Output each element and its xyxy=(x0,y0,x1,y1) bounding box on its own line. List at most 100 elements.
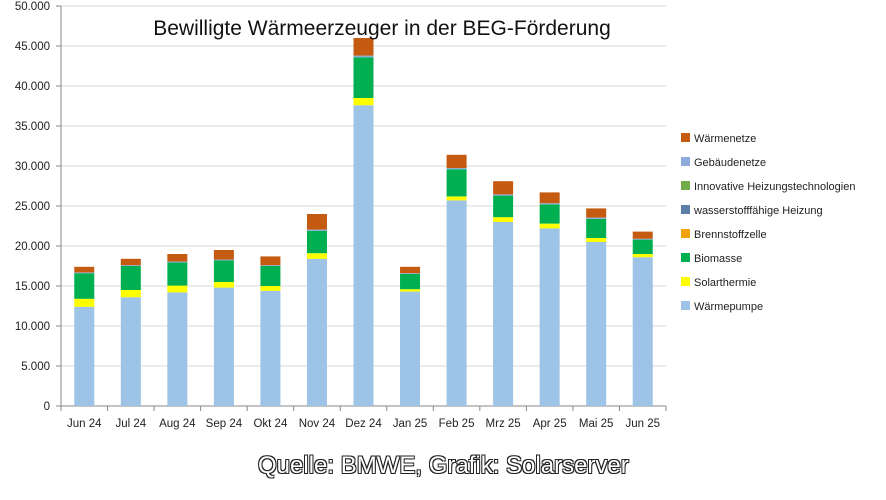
bar-segment-wärmenetze xyxy=(353,38,374,56)
bar-segment-gebäudenetze xyxy=(586,217,607,219)
bar-segment-biomasse xyxy=(167,262,188,286)
bar-segment-wärmenetze xyxy=(539,192,560,204)
bar-segment-wärmenetze xyxy=(306,214,327,230)
y-tick-label: 30.000 xyxy=(15,161,50,173)
legend-swatch xyxy=(681,301,690,310)
bar-segment-biomasse xyxy=(260,266,281,286)
legend-swatch xyxy=(681,205,690,214)
legend-swatch xyxy=(681,277,690,286)
bar-segment-solarthermie xyxy=(213,282,234,288)
bar-segment-wärmenetze xyxy=(586,208,607,218)
bar-segment-biomasse xyxy=(632,239,653,254)
bar-segment-wärmenetze xyxy=(446,154,467,168)
bar-segment-solarthermie xyxy=(446,196,467,201)
bar-segment-biomasse xyxy=(353,57,374,98)
x-tick-label: Jul 24 xyxy=(115,418,146,430)
bar-segment-wärmepumpe xyxy=(400,291,421,406)
bar-segment-wärmenetze xyxy=(167,254,188,262)
x-tick-label: Sep 24 xyxy=(206,418,243,430)
y-tick-label: 40.000 xyxy=(15,81,50,93)
y-tick-label: 50.000 xyxy=(15,1,50,13)
legend-label: Biomasse xyxy=(694,253,742,265)
legend-label: Gebäudenetze xyxy=(694,157,766,169)
legend-label: Innovative Heizungstechnologien xyxy=(694,181,855,193)
x-tick-label: Okt 24 xyxy=(253,418,287,430)
x-tick-label: Feb 25 xyxy=(439,418,475,430)
bar-segment-solarthermie xyxy=(260,286,281,291)
bar-segment-gebäudenetze xyxy=(167,261,188,263)
bar-segment-wärmepumpe xyxy=(306,258,327,406)
y-tick-label: 10.000 xyxy=(15,321,50,333)
bar-segment-solarthermie xyxy=(306,253,327,259)
bar-segment-gebäudenetze xyxy=(213,259,234,261)
bar-segment-solarthermie xyxy=(74,298,95,307)
bar-segment-solarthermie xyxy=(167,285,188,293)
legend-label: Wärmenetze xyxy=(694,133,756,145)
x-tick-label: Mai 25 xyxy=(579,418,614,430)
bar-segment-wärmepumpe xyxy=(74,306,95,406)
bar-segment-solarthermie xyxy=(586,238,607,242)
y-tick-label: 20.000 xyxy=(15,241,50,253)
bar-segment-wärmepumpe xyxy=(167,292,188,406)
bar-segment-wärmepumpe xyxy=(586,242,607,406)
bar-segment-gebäudenetze xyxy=(74,272,95,274)
bar-segment-biomasse xyxy=(306,230,327,254)
bar-segment-wärmepumpe xyxy=(260,290,281,406)
x-tick-label: Apr 25 xyxy=(533,418,567,430)
bar-segment-wärmepumpe xyxy=(213,287,234,406)
x-tick-label: Mrz 25 xyxy=(486,418,521,430)
bar-segment-wärmepumpe xyxy=(632,257,653,406)
bar-segment-solarthermie xyxy=(120,290,141,298)
bar-segment-wärmenetze xyxy=(493,181,514,195)
bar-segment-wärmenetze xyxy=(74,266,95,273)
bar-segment-biomasse xyxy=(586,218,607,238)
y-tick-label: 15.000 xyxy=(15,281,50,293)
bar-segment-gebäudenetze xyxy=(400,273,421,274)
x-tick-label: Jan 25 xyxy=(393,418,428,430)
bar-segment-wärmepumpe xyxy=(493,222,514,406)
legend-label: Solarthermie xyxy=(694,277,756,289)
bar-segment-biomasse xyxy=(74,273,95,299)
y-tick-label: 0 xyxy=(44,401,50,413)
bar-segment-wärmenetze xyxy=(120,258,141,266)
x-tick-label: Aug 24 xyxy=(159,418,196,430)
legend-label: wasserstofffähige Heizung xyxy=(693,205,823,217)
bar-segment-wärmepumpe xyxy=(446,200,467,406)
x-tick-label: Jun 25 xyxy=(625,418,660,430)
bar-segment-biomasse xyxy=(539,204,560,224)
bar-segment-wärmenetze xyxy=(213,250,234,260)
legend-label: Brennstoffzelle xyxy=(694,229,767,241)
bar-segment-gebäudenetze xyxy=(260,265,281,266)
y-tick-label: 5.000 xyxy=(21,361,50,373)
bar-segment-wärmepumpe xyxy=(539,228,560,406)
bar-segment-gebäudenetze xyxy=(120,265,141,266)
bar-segment-wärmepumpe xyxy=(353,105,374,406)
x-tick-label: Nov 24 xyxy=(299,418,336,430)
bar-segment-gebäudenetze xyxy=(632,238,653,240)
bar-segment-gebäudenetze xyxy=(493,194,514,196)
bar-segment-biomasse xyxy=(120,266,141,290)
legend-swatch xyxy=(681,157,690,166)
legend-swatch xyxy=(681,181,690,190)
bar-segment-gebäudenetze xyxy=(353,55,374,58)
x-tick-label: Jun 24 xyxy=(67,418,102,430)
y-tick-label: 35.000 xyxy=(15,121,50,133)
y-tick-label: 25.000 xyxy=(15,201,50,213)
bar-segment-solarthermie xyxy=(353,98,374,106)
bar-segment-solarthermie xyxy=(632,254,653,258)
bar-segment-wärmepumpe xyxy=(120,297,141,406)
bar-segment-wärmenetze xyxy=(400,266,421,274)
bar-segment-gebäudenetze xyxy=(539,203,560,205)
bar-segment-biomasse xyxy=(446,169,467,197)
bar-segment-wärmenetze xyxy=(260,256,281,266)
bar-segment-wärmenetze xyxy=(632,231,653,239)
legend-swatch xyxy=(681,229,690,238)
legend-swatch xyxy=(681,133,690,142)
bar-segment-gebäudenetze xyxy=(306,229,327,231)
bar-segment-biomasse xyxy=(493,195,514,218)
bar-segment-solarthermie xyxy=(539,223,560,229)
x-tick-label: Dez 24 xyxy=(345,418,382,430)
bar-segment-solarthermie xyxy=(400,289,421,292)
